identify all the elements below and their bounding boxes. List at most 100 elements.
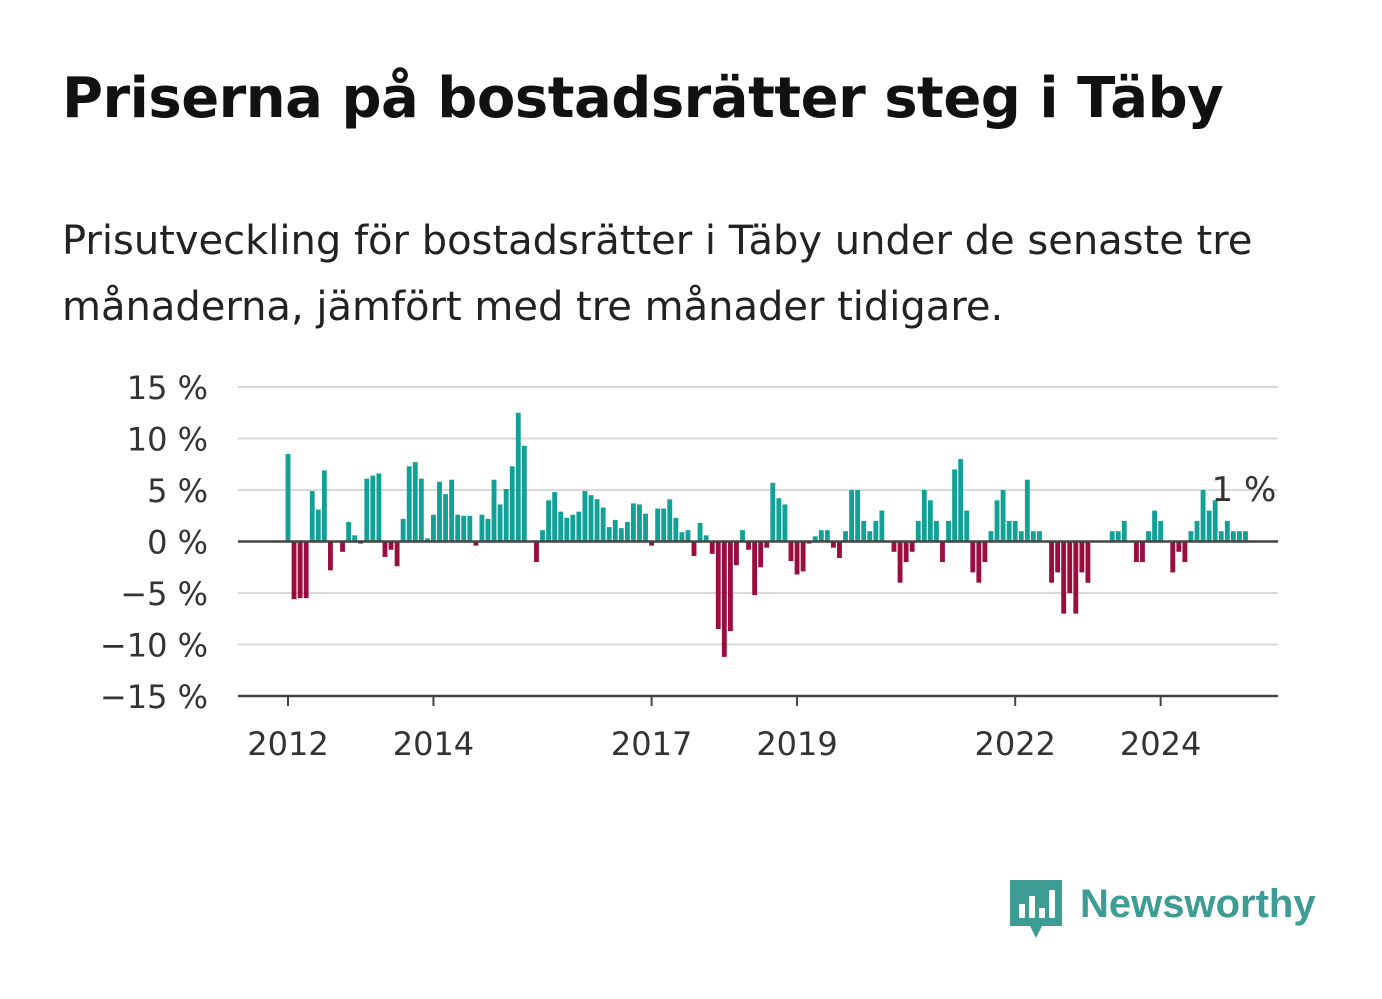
bar [321,470,327,542]
bar [612,519,618,542]
bar [843,531,848,542]
bar [352,535,358,542]
bar [576,511,582,542]
bar [388,541,394,550]
bar [594,499,600,542]
bar [473,541,479,546]
y-tick-label: 0 % [147,524,208,562]
bar [1176,541,1182,552]
bar [721,541,727,657]
bar [667,499,673,542]
bar [479,514,485,542]
bar [703,535,709,542]
bar [655,508,661,542]
bar [849,490,855,542]
bar [1018,531,1024,542]
bar [570,514,576,542]
bar [673,517,679,542]
bar [1200,490,1206,542]
bar-chart-speech-bubble-icon [1010,880,1062,938]
bar [746,541,751,550]
bar [1170,541,1176,573]
bar [582,491,588,542]
grid-lines [238,386,1278,646]
bar [521,445,527,542]
bar [964,510,970,542]
bar [1037,531,1042,542]
bar [418,478,424,542]
bar [364,478,370,542]
chart-title: Priserna på bostadsrätter steg i Täby [62,66,1224,131]
bar [697,522,703,542]
last-value-label: 1 % [1212,470,1277,510]
bar [764,541,770,548]
bar [600,507,606,542]
bar [406,466,412,542]
bar [988,531,994,542]
bar [1146,531,1151,542]
bar [606,527,612,542]
bar [1194,520,1200,542]
bar [643,513,648,542]
bar [461,515,467,542]
y-tick-label: 10 % [127,421,208,459]
bar [855,490,861,542]
bar [727,541,733,632]
bar [1109,531,1115,542]
y-axis-labels: 15 % 10 % 5 % 0 % −5 % −10 % −15 % [100,369,208,716]
bar [449,479,455,542]
x-tick-label: 2014 [393,725,474,763]
bar [1006,520,1012,542]
bar [1121,520,1127,542]
bar [830,541,836,548]
bar [897,541,903,583]
bar [346,521,352,542]
bars [285,412,1248,657]
bar [1049,541,1054,583]
bar [1024,479,1030,542]
bar [818,530,824,542]
bar [794,541,800,575]
bar [564,517,570,542]
bar [770,482,776,542]
bar [1158,520,1164,542]
bar [394,541,400,567]
bar [1218,531,1224,542]
bar [540,530,545,542]
y-tick-label: 15 % [127,369,208,407]
bar [546,500,552,542]
bar [285,453,291,542]
bar [940,541,945,563]
bar [467,515,473,542]
bar [1055,541,1061,573]
bar [715,541,721,630]
bar [1236,531,1242,542]
bar [515,412,521,542]
bar [776,498,782,542]
bar [982,541,988,563]
bar [873,520,879,542]
bar [679,532,685,542]
bar [309,491,315,542]
bar [1133,541,1139,563]
bar [921,490,927,542]
y-tick-label: −10 % [100,627,208,665]
bar [1115,531,1121,542]
bar [800,541,806,572]
bar [297,541,303,599]
bar [927,500,933,542]
y-tick-label: −5 % [120,575,208,613]
bar [909,541,915,552]
bar [879,510,885,542]
bar [455,514,461,542]
bar [637,504,642,542]
bar [952,469,958,542]
bar [1212,500,1218,542]
bar [412,462,418,542]
bar [552,492,558,542]
bar [933,520,939,542]
bar [431,514,436,542]
bar [424,538,430,542]
bar [752,541,758,596]
